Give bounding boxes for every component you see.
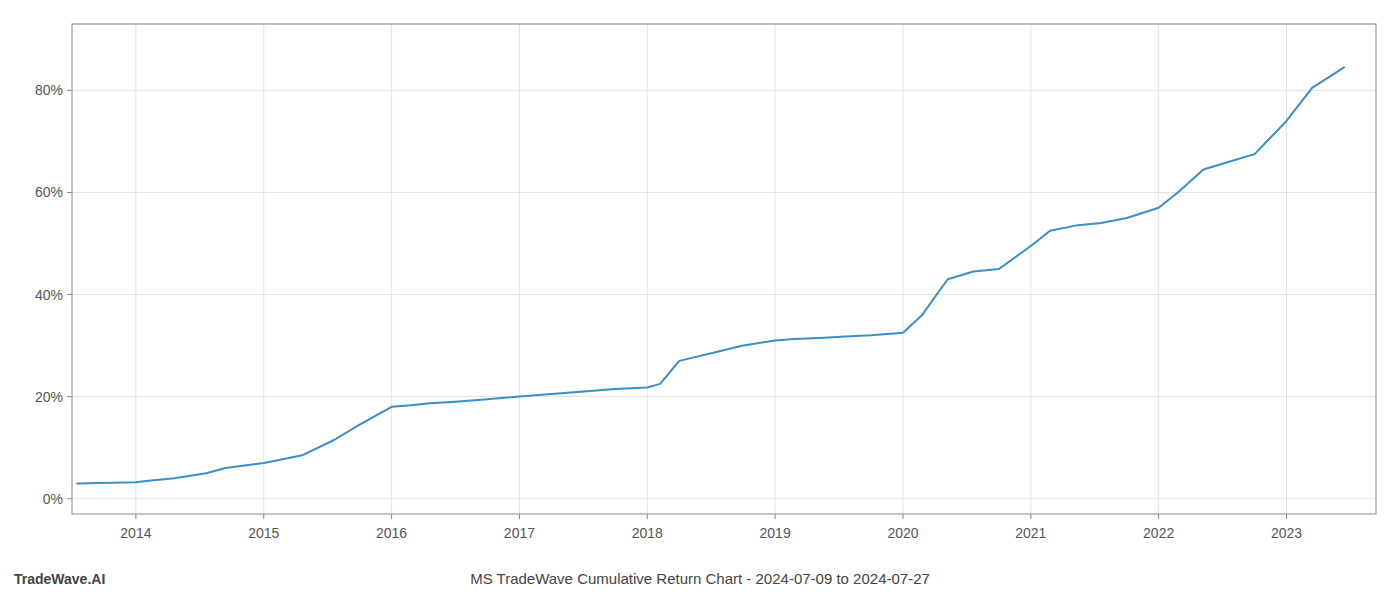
x-tick-label: 2014 xyxy=(120,525,151,541)
data-layer xyxy=(77,67,1344,483)
x-tick xyxy=(1158,514,1159,519)
x-grid-line xyxy=(519,24,520,514)
x-tick xyxy=(519,514,520,519)
y-grid-line xyxy=(72,192,1376,193)
x-tick xyxy=(391,514,392,519)
x-tick-label: 2017 xyxy=(504,525,535,541)
title: MS TradeWave Cumulative Return Chart - 2… xyxy=(470,570,930,587)
x-tick-label: 2016 xyxy=(376,525,407,541)
x-tick xyxy=(647,514,648,519)
background xyxy=(0,0,1400,600)
x-grid-line xyxy=(1030,24,1031,514)
y-tick-label: 40% xyxy=(35,287,63,303)
x-tick xyxy=(775,514,776,519)
y-tick xyxy=(67,396,72,397)
grid xyxy=(72,24,1376,514)
y-grid-line xyxy=(72,90,1376,91)
y-grid-line xyxy=(72,294,1376,295)
x-grid-line xyxy=(902,24,903,514)
plot-frame xyxy=(72,24,1376,514)
y-grid-line xyxy=(72,396,1376,397)
y-tick xyxy=(67,90,72,91)
y-tick-label: 20% xyxy=(35,389,63,405)
y-tick xyxy=(67,192,72,193)
x-tick xyxy=(902,514,903,519)
x-tick xyxy=(263,514,264,519)
x-grid-line xyxy=(1286,24,1287,514)
x-tick-label: 2023 xyxy=(1271,525,1302,541)
x-grid-line xyxy=(135,24,136,514)
line xyxy=(77,67,1344,483)
y-tick-label: 60% xyxy=(35,184,63,200)
page: {"chart_data": { "type": "line", "title"… xyxy=(0,0,1400,600)
x-grid-line xyxy=(1158,24,1159,514)
x-grid-line xyxy=(775,24,776,514)
x-grid-line xyxy=(263,24,264,514)
x-tick-label: 2020 xyxy=(887,525,918,541)
y-grid-line xyxy=(72,498,1376,499)
x-tick-label: 2019 xyxy=(760,525,791,541)
y-tick xyxy=(67,498,72,499)
x-tick-label: 2022 xyxy=(1143,525,1174,541)
y-tick-label: 80% xyxy=(35,82,63,98)
y-tick-label: 0% xyxy=(43,491,63,507)
x-tick xyxy=(1286,514,1287,519)
y-tick xyxy=(67,294,72,295)
x-tick xyxy=(135,514,136,519)
x-tick xyxy=(1030,514,1031,519)
x-grid-line xyxy=(391,24,392,514)
axes: 2014 2015 2016 2017 2018 2019 2020 2021 2022 2023… xyxy=(35,24,1376,541)
x-grid-line xyxy=(647,24,648,514)
x-tick-label: 2015 xyxy=(248,525,279,541)
x-tick-label: 2021 xyxy=(1015,525,1046,541)
chart: 2014 2015 2016 2017 2018 2019 2020 2021 2022 2023… xyxy=(0,0,1400,600)
x-tick-label: 2018 xyxy=(632,525,663,541)
annotation: TradeWave.AI xyxy=(14,571,105,587)
